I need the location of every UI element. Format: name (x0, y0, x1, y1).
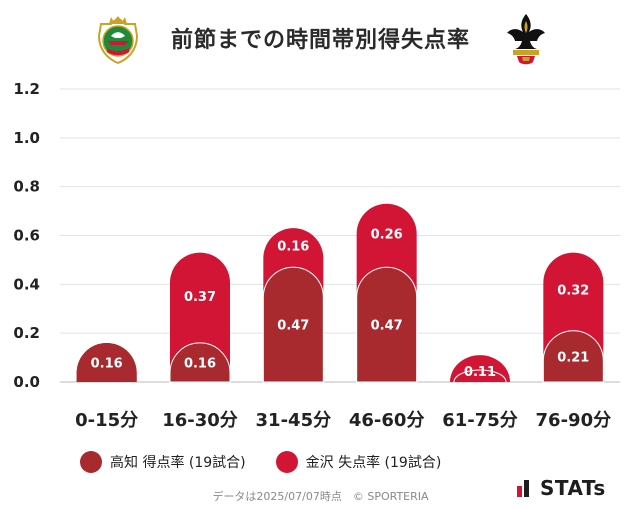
bar-segment-home (356, 266, 418, 383)
kochi-crest-icon (97, 16, 139, 65)
x-category-label: 76-90分 (536, 410, 612, 431)
bar-segment-home (76, 342, 137, 382)
y-tick-label: 1.0 (13, 129, 40, 147)
data-label-home: 0.21 (557, 350, 589, 365)
stats-bar-logo-icon (517, 480, 529, 497)
x-category-label: 16-30分 (162, 410, 238, 431)
data-label-away: 0.16 (277, 240, 309, 255)
y-tick-label: 0.8 (13, 178, 40, 196)
footer-note: データは2025/07/07時点 © SPORTERIA (212, 490, 429, 503)
bar-segment-home (262, 266, 324, 383)
legend: 高知 得点率 (19試合) 金沢 失点率 (19試合) (80, 449, 471, 475)
legend-label-home: 高知 得点率 (19試合) (110, 455, 246, 471)
bar-segment-home (169, 342, 231, 383)
data-label-home: 0.47 (371, 319, 403, 334)
data-label-away: 0.37 (184, 290, 216, 305)
chart-header: 前節までの時間帯別得失点率 (0, 0, 641, 78)
bars: 0.16 0.16 0.37 0.47 0.16 0.47 0.26 0.11 0.21 0.32 (76, 203, 604, 383)
chart-title: 前節までの時間帯別得失点率 (170, 28, 470, 53)
bar-chart: 0.00.20.40.60.81.01.2 0.16 0.160.370.470.… (13, 80, 620, 431)
legend-swatch-home (80, 451, 102, 473)
kanazawa-fleur-de-lis-crest-icon (507, 14, 545, 65)
y-tick-label: 0.4 (13, 275, 40, 293)
data-label-away: 0.32 (557, 284, 589, 299)
bar-segment-home-empty (453, 369, 507, 383)
y-tick-label: 0.2 (13, 324, 40, 342)
x-axis-labels: 0-15分 16-30分 31-45分 46-60分 61-75分 76-90分 (75, 410, 611, 431)
x-category-label: 0-15分 (75, 410, 138, 431)
y-tick-label: 1.2 (13, 80, 40, 98)
y-axis-ticks: 0.0 0.2 0.4 0.6 0.8 1.0 1.2 (13, 80, 40, 391)
legend-item-away: 金沢 失点率 (19試合) (275, 451, 442, 473)
bar-segment-home (542, 330, 604, 383)
x-category-label: 31-45分 (256, 410, 332, 431)
legend-swatch-away (275, 451, 298, 473)
y-tick-label: 0.6 (13, 227, 40, 245)
data-label-home: 0.16 (91, 356, 123, 371)
stats-brand: STATs (516, 476, 606, 500)
legend-label-away: 金沢 失点率 (19試合) (305, 455, 442, 471)
data-label-home: 0.16 (184, 356, 216, 371)
bar-segment-away (450, 355, 510, 382)
data-label-away: 0.26 (371, 228, 403, 243)
gridlines (60, 88, 620, 383)
legend-item-home: 高知 得点率 (19試合) (80, 451, 246, 473)
x-category-label: 61-75分 (442, 410, 518, 431)
brand-name: STATs (540, 476, 606, 500)
y-tick-label: 0.0 (13, 373, 40, 391)
data-label-away: 0.11 (464, 365, 496, 380)
data-label-home: 0.47 (277, 319, 309, 334)
x-category-label: 46-60分 (349, 410, 425, 431)
